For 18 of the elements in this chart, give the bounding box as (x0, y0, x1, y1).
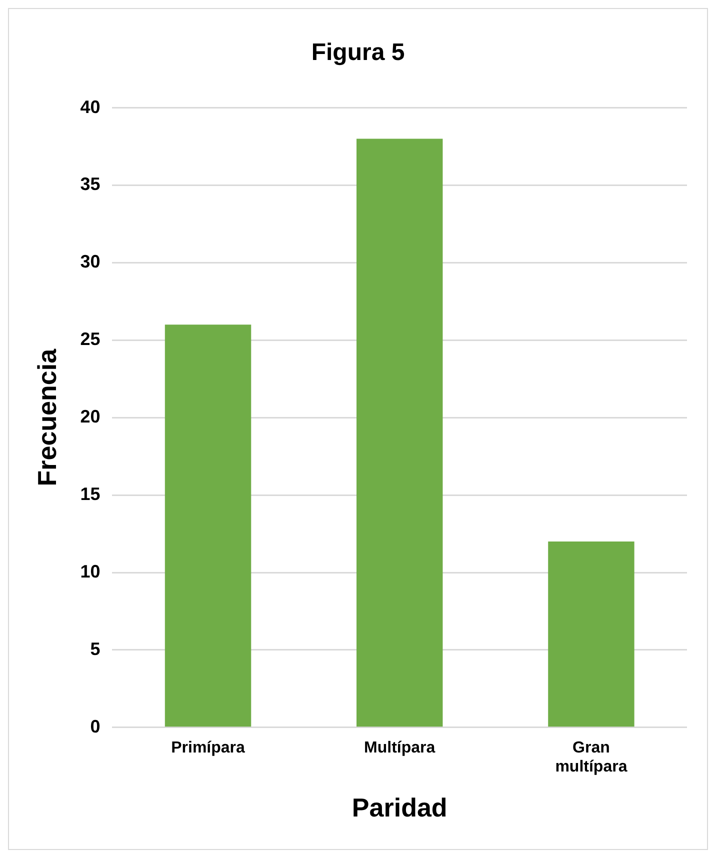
y-tick-label: 20 (80, 406, 100, 427)
x-tick-label: Multípara (364, 739, 436, 756)
y-tick-label: 5 (90, 638, 100, 659)
y-tick-label: 10 (80, 561, 100, 582)
y-axis-title: Frecuencia (32, 348, 62, 486)
y-tick-label: 0 (90, 716, 100, 736)
x-tick-label: Gran multípara (555, 739, 628, 776)
bar (164, 324, 252, 727)
y-tick-label: 15 (80, 484, 100, 504)
bar (548, 542, 634, 727)
y-tick-label: 35 (80, 174, 100, 194)
bar (356, 138, 443, 727)
x-axis-title: Paridad (352, 792, 448, 823)
chart-title: Figura 5 (311, 39, 405, 66)
y-tick-label: 30 (80, 252, 100, 272)
y-tick-label: 25 (80, 329, 100, 350)
y-tick-label: 40 (80, 96, 100, 117)
x-tick-label: Primípara (171, 739, 246, 756)
